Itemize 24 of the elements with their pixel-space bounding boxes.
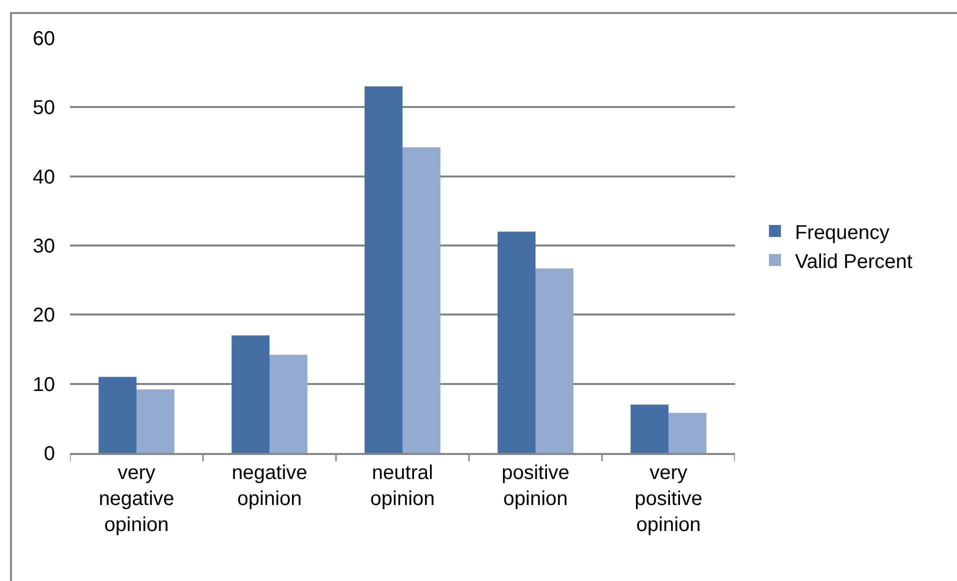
y-tick-label: 20 <box>32 304 55 327</box>
bar <box>402 147 440 453</box>
bar <box>364 86 402 453</box>
bar <box>270 354 308 453</box>
bar <box>98 376 136 453</box>
y-tick-label: 40 <box>32 166 55 188</box>
bar <box>668 412 706 453</box>
y-tick-label: 10 <box>32 374 55 396</box>
bar <box>498 232 536 453</box>
legend-label: Valid Percent <box>794 250 913 273</box>
bar <box>232 335 270 453</box>
y-tick-label: 30 <box>32 236 55 258</box>
y-tick-label: 60 <box>32 28 55 50</box>
x-tick-label: neutral opinion <box>370 462 435 510</box>
bar <box>630 404 668 453</box>
bar <box>536 268 574 453</box>
y-tick-label: 50 <box>32 97 55 120</box>
x-tick-label: negative opinion <box>232 462 308 510</box>
x-tick-label: very negative opinion <box>98 462 174 536</box>
legend-label: Frequency <box>794 222 890 244</box>
x-tick-label: very positive opinion <box>634 462 702 536</box>
bar <box>136 389 174 453</box>
x-tick-label: positive opinion <box>502 462 570 510</box>
y-tick-label: 0 <box>44 443 55 465</box>
